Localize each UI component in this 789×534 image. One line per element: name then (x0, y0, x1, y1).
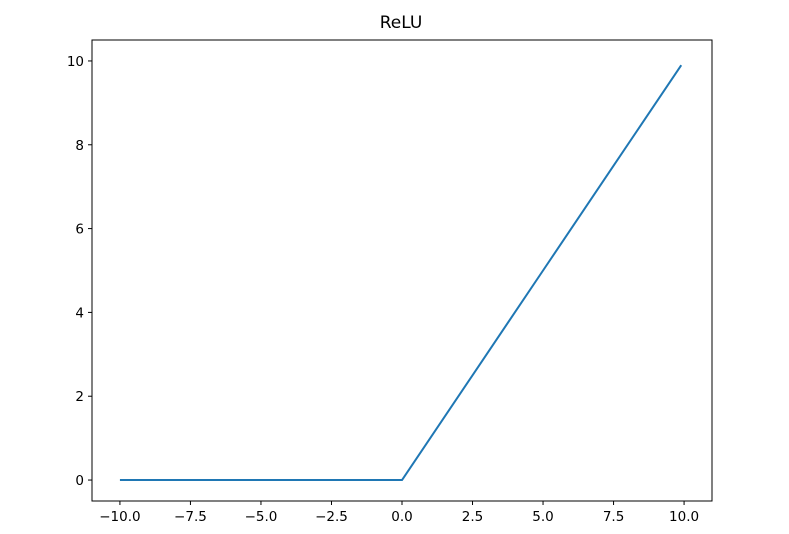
plot-area-frame (91, 39, 713, 502)
x-tick-label: 0.0 (391, 509, 412, 525)
relu-line (119, 64, 683, 482)
x-tick-label: 2.5 (462, 509, 483, 525)
y-axis: 0 2 4 6 8 10 (67, 54, 92, 489)
x-tick-label: −7.5 (174, 509, 207, 525)
y-tick-label: 8 (75, 138, 84, 154)
y-tick-label: 0 (75, 473, 84, 489)
x-axis: −10.0 −7.5 −5.0 −2.5 0.0 2.5 5.0 7.5 10.0 (99, 501, 699, 525)
y-tick-label: 6 (75, 222, 84, 238)
y-tick-label: 4 (75, 305, 84, 321)
x-tick-label: −5.0 (245, 509, 278, 525)
y-tick-label: 2 (75, 389, 84, 405)
x-tick-label: 10.0 (669, 509, 699, 525)
x-tick-label: 5.0 (532, 509, 553, 525)
x-tick-label: −10.0 (99, 509, 140, 525)
x-tick-label: −2.5 (315, 509, 348, 525)
x-tick-label: 7.5 (603, 509, 624, 525)
chart-title: ReLU (380, 13, 423, 33)
y-tick-label: 10 (67, 54, 84, 70)
series-layer (119, 64, 683, 482)
